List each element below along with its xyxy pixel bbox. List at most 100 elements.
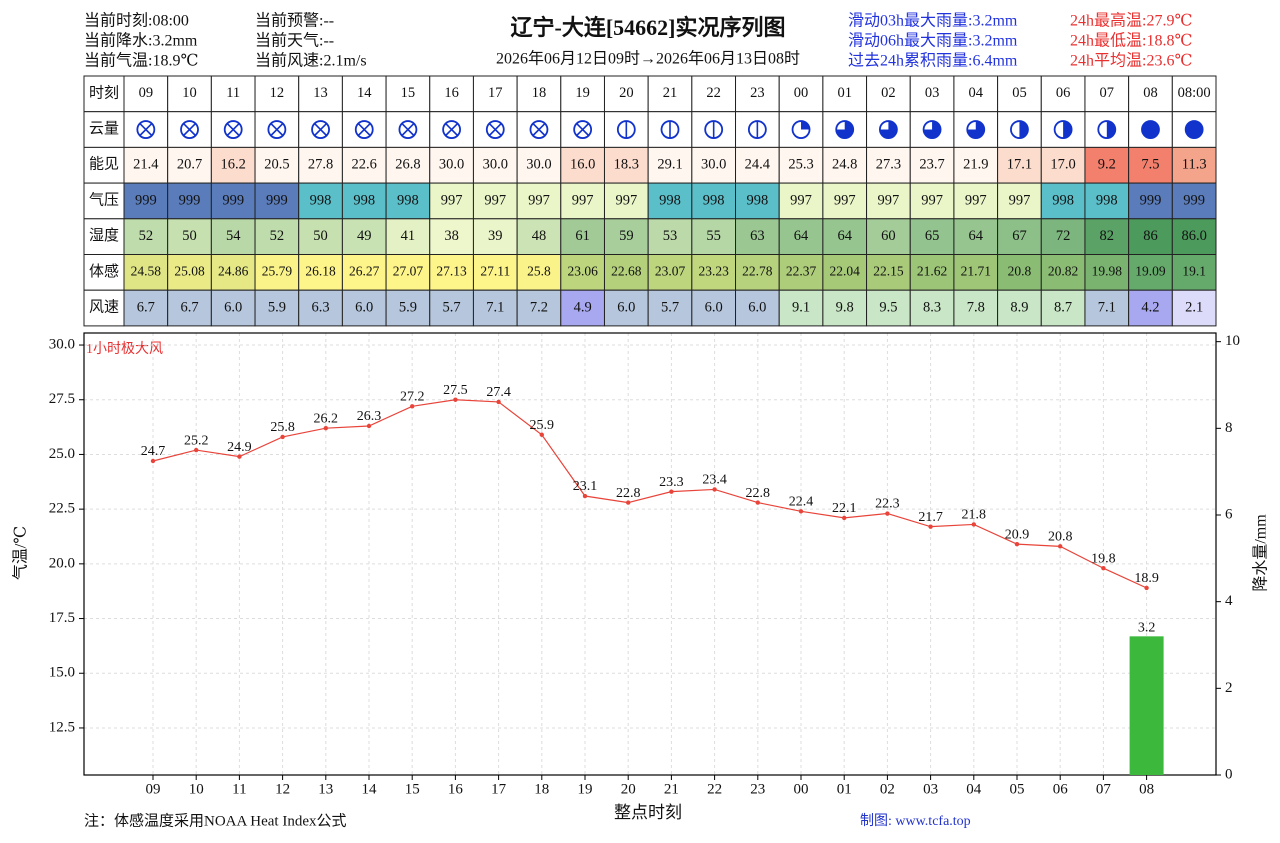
- cell-text: 999: [222, 192, 244, 208]
- cell: [691, 218, 737, 256]
- cell: [210, 146, 256, 184]
- cell-text: 11: [226, 85, 240, 101]
- cell: [560, 218, 605, 256]
- point-label: 22.8: [616, 486, 641, 501]
- cell-text: 9.8: [836, 299, 854, 315]
- cell-text: 19: [575, 85, 590, 101]
- cell-text: 06: [1056, 85, 1071, 101]
- temp-point: [323, 425, 328, 431]
- cell: [997, 182, 1042, 220]
- cell-text: 999: [135, 192, 157, 208]
- y-tick-label: 12.5: [49, 719, 75, 735]
- x-tick-label: 15: [405, 781, 420, 797]
- y-tick-label: 25.0: [49, 446, 75, 462]
- cell-text: 48: [532, 228, 547, 244]
- x-tick-label: 04: [966, 781, 982, 797]
- cell: [341, 146, 387, 184]
- cell-text: 22: [706, 85, 721, 101]
- cell: [1171, 218, 1217, 256]
- cell-text: 998: [746, 192, 768, 208]
- cloud-icon: [139, 123, 153, 137]
- cell: [1171, 254, 1217, 291]
- x-tick-label: 22: [707, 781, 722, 797]
- cell: [385, 289, 431, 327]
- cell-text: 16.0: [570, 157, 595, 173]
- status: 当前降水:3.2mm: [84, 32, 198, 50]
- cell-text: 5.7: [443, 299, 461, 315]
- cell-text: 13: [313, 85, 328, 101]
- cell: [385, 75, 431, 113]
- cell-text: 21.9: [963, 157, 988, 173]
- cloud-icon: [923, 121, 941, 139]
- cell: [1171, 182, 1217, 220]
- x-tick-label: 17: [491, 781, 507, 797]
- cell: [123, 218, 169, 256]
- x-tick-label: 09: [146, 781, 161, 797]
- cell-text: 4.9: [574, 299, 592, 315]
- bar-label: 3.2: [1138, 621, 1156, 636]
- cell-text: 07: [1100, 85, 1115, 101]
- y-tick-label: 17.5: [49, 610, 75, 626]
- cell-text: 7.1: [1098, 299, 1116, 315]
- cell-text: 6.7: [180, 299, 198, 315]
- temp-point: [885, 511, 890, 516]
- rain-stat: 滑动03h最大雨量:3.2mm: [848, 12, 1018, 30]
- row-label: 时刻: [89, 84, 119, 101]
- temp-point: [410, 404, 415, 409]
- x-tick-label: 12: [275, 781, 290, 797]
- temp-point: [798, 509, 804, 514]
- cell-text: 26.8: [395, 157, 420, 173]
- cell-text: 9.2: [1098, 157, 1116, 173]
- cell-text: 998: [659, 192, 681, 208]
- x-tick-label: 14: [362, 781, 378, 797]
- x-tick-label: 08: [1139, 781, 1154, 797]
- y2-tick-label: 8: [1225, 420, 1233, 436]
- cell-text: 15: [401, 85, 416, 101]
- cell: [822, 146, 868, 184]
- title: 辽宁-大连[54662]实况序列图: [511, 15, 786, 40]
- cell-text: 20: [619, 85, 634, 101]
- row-label-cell: [83, 218, 125, 256]
- cell-text: 22.68: [611, 263, 642, 278]
- temp-point: [150, 458, 156, 464]
- cell-text: 63: [750, 228, 765, 244]
- cell: [210, 254, 256, 291]
- cell-text: 997: [834, 192, 856, 208]
- cell-text: 22.6: [352, 157, 377, 173]
- row-label: 能见: [89, 156, 119, 173]
- cell-text: 00: [794, 85, 809, 101]
- cloud-icon: [401, 123, 415, 137]
- cell-text: 23: [750, 85, 765, 101]
- cell-text: 72: [1056, 228, 1071, 244]
- row-label-cell: [83, 289, 125, 327]
- point-label: 25.9: [530, 418, 555, 433]
- row-label: 气压: [89, 191, 119, 208]
- cell: [735, 218, 780, 256]
- cell-text: 998: [353, 192, 375, 208]
- cell: [866, 254, 911, 291]
- cell: [429, 146, 474, 184]
- x-tick-label: 13: [318, 781, 333, 797]
- status: 当前预警:--: [255, 12, 334, 30]
- cell-text: 997: [528, 192, 550, 208]
- cloud-icon: [270, 123, 284, 137]
- cell-text: 21.71: [961, 263, 991, 278]
- cell: [778, 75, 824, 113]
- cell-text: 64: [794, 228, 809, 244]
- cell: [167, 218, 212, 256]
- status: 当前风速:2.1m/s: [255, 52, 367, 70]
- status: 当前气温:18.9℃: [84, 52, 198, 70]
- cell-text: 30.0: [526, 157, 551, 173]
- temp-point: [366, 423, 372, 429]
- cell-text: 25.08: [174, 263, 205, 278]
- cell-text: 18: [532, 85, 547, 101]
- cell: [1128, 254, 1173, 291]
- cell: [866, 75, 911, 113]
- temp-point: [582, 493, 588, 499]
- point-label: 24.9: [227, 440, 252, 455]
- cell: [1128, 182, 1173, 220]
- cell: [822, 254, 868, 291]
- temp-point: [1058, 544, 1063, 549]
- cell-text: 65: [925, 228, 940, 244]
